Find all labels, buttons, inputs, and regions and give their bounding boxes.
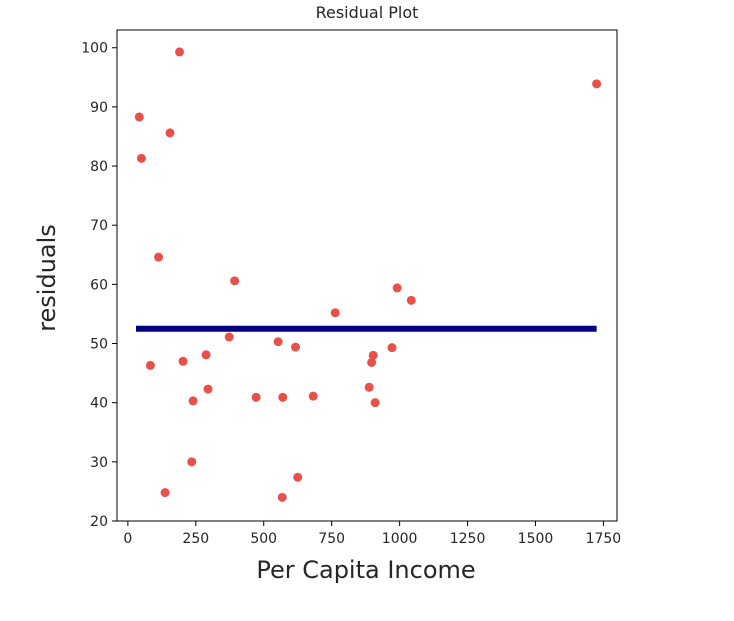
data-point bbox=[592, 79, 602, 89]
data-point bbox=[364, 382, 374, 392]
data-point bbox=[136, 153, 146, 163]
x-tick-label: 750 bbox=[318, 531, 345, 547]
data-point bbox=[387, 343, 397, 353]
y-tick-label: 40 bbox=[90, 396, 108, 412]
data-point bbox=[203, 384, 213, 394]
data-point bbox=[367, 357, 377, 367]
data-point bbox=[134, 112, 144, 122]
data-point bbox=[368, 350, 378, 360]
y-tick-label: 60 bbox=[90, 277, 108, 293]
chart-title: Residual Plot bbox=[316, 3, 419, 22]
x-tick-label: 1000 bbox=[382, 531, 418, 547]
y-axis-label: residuals bbox=[33, 224, 61, 332]
y-tick-label: 70 bbox=[90, 218, 108, 234]
x-axis-label: Per Capita Income bbox=[256, 556, 475, 584]
data-point bbox=[251, 392, 261, 402]
plot-area-frame bbox=[116, 29, 618, 522]
data-point bbox=[201, 350, 211, 360]
data-point bbox=[291, 342, 301, 352]
x-tick-label: 0 bbox=[123, 531, 132, 547]
data-point bbox=[145, 360, 155, 370]
data-point bbox=[308, 391, 318, 401]
data-point bbox=[178, 356, 188, 366]
data-point bbox=[165, 128, 175, 138]
data-point bbox=[330, 308, 340, 318]
x-tick-label: 500 bbox=[250, 531, 277, 547]
data-point bbox=[370, 398, 380, 408]
data-point bbox=[160, 488, 170, 498]
x-tick-label: 1500 bbox=[518, 531, 554, 547]
y-tick-label: 50 bbox=[90, 337, 108, 353]
data-point bbox=[175, 47, 184, 57]
data-point bbox=[154, 252, 164, 262]
data-point bbox=[188, 396, 198, 406]
data-point bbox=[187, 457, 197, 467]
y-tick-label: 100 bbox=[81, 41, 108, 57]
data-point bbox=[406, 295, 416, 305]
x-tick-label: 1250 bbox=[450, 531, 486, 547]
data-point bbox=[273, 337, 283, 347]
data-point bbox=[278, 392, 288, 402]
x-tick-label: 250 bbox=[182, 531, 209, 547]
data-point bbox=[224, 332, 234, 342]
data-point bbox=[230, 276, 240, 286]
y-tick-label: 20 bbox=[90, 514, 108, 530]
y-tick-label: 80 bbox=[90, 159, 108, 175]
data-point bbox=[293, 472, 303, 482]
y-tick-label: 90 bbox=[90, 100, 108, 116]
y-tick-label: 30 bbox=[90, 455, 108, 471]
data-point bbox=[277, 492, 287, 502]
data-point bbox=[392, 283, 402, 293]
x-tick-label: 1750 bbox=[586, 531, 622, 547]
